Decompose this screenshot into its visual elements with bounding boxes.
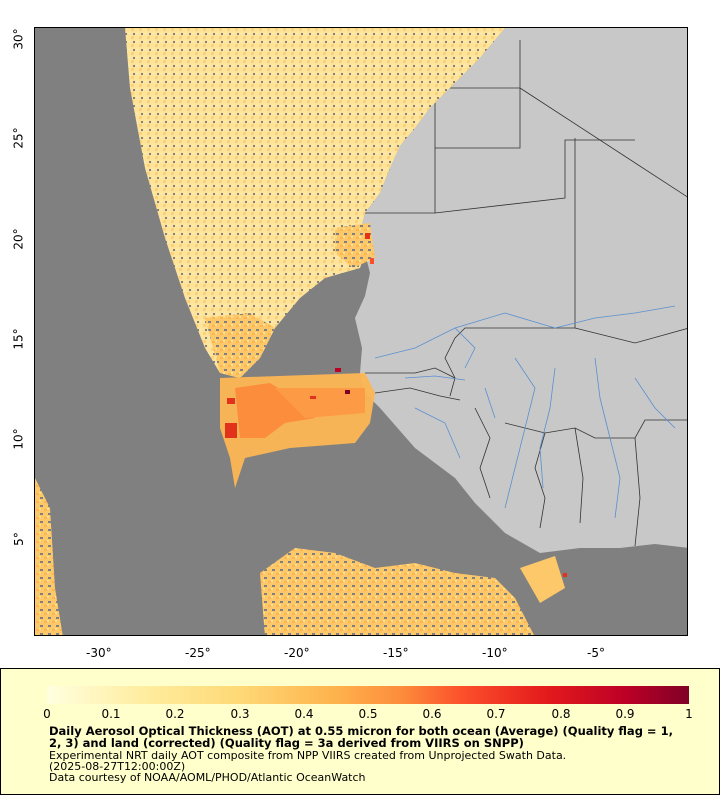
colorbar-tick: 0.4 [294,707,314,721]
colorbar-tick: 0.1 [101,707,121,721]
legend-panel: 0 0.1 0.2 0.3 0.4 0.5 0.6 0.7 0.8 0.9 1 … [0,668,720,795]
colorbar-tick: 0.3 [230,707,250,721]
lon-tick-label: -15° [383,646,409,660]
colorbar-tick: 0.5 [358,707,378,721]
lat-tick-label: 10° [11,428,26,450]
aot-swath-south [260,548,534,635]
aot-swath-north [125,28,505,378]
colorbar-tick: 0.7 [486,707,506,721]
legend-note-date: (2025-08-27T12:00:00Z) [49,760,186,773]
colorbar-tick: 0 [43,707,51,721]
colorbar-tick: 0.6 [422,707,442,721]
legend-note-credit: Data courtesy of NOAA/AOML/PHOD/Atlantic… [49,771,366,784]
lon-tick-label: -25° [185,646,211,660]
colorbar-tick: 0.8 [551,707,571,721]
lat-tick-label: 25° [11,127,26,149]
colorbar [47,686,689,704]
lat-tick-label: 30° [11,28,26,50]
lat-tick-label: 5° [11,532,26,546]
land-africa [355,28,687,553]
rivers [374,305,676,519]
colorbar-tick: 0.9 [615,707,635,721]
lon-tick-label: -30° [86,646,112,660]
aot-map [35,28,687,635]
legend-note-source: Experimental NRT daily AOT composite fro… [49,749,567,762]
lon-tick-label: -5° [587,646,605,660]
colorbar-tick: 0.2 [165,707,185,721]
lat-tick-label: 20° [11,228,26,250]
lat-tick-label: 15° [11,328,26,350]
map-frame [34,27,688,636]
lon-tick-label: -20° [284,646,310,660]
colorbar-tick: 1 [685,707,693,721]
legend-title: Daily Aerosol Optical Thickness (AOT) at… [49,724,673,750]
lon-tick-label: -10° [482,646,508,660]
